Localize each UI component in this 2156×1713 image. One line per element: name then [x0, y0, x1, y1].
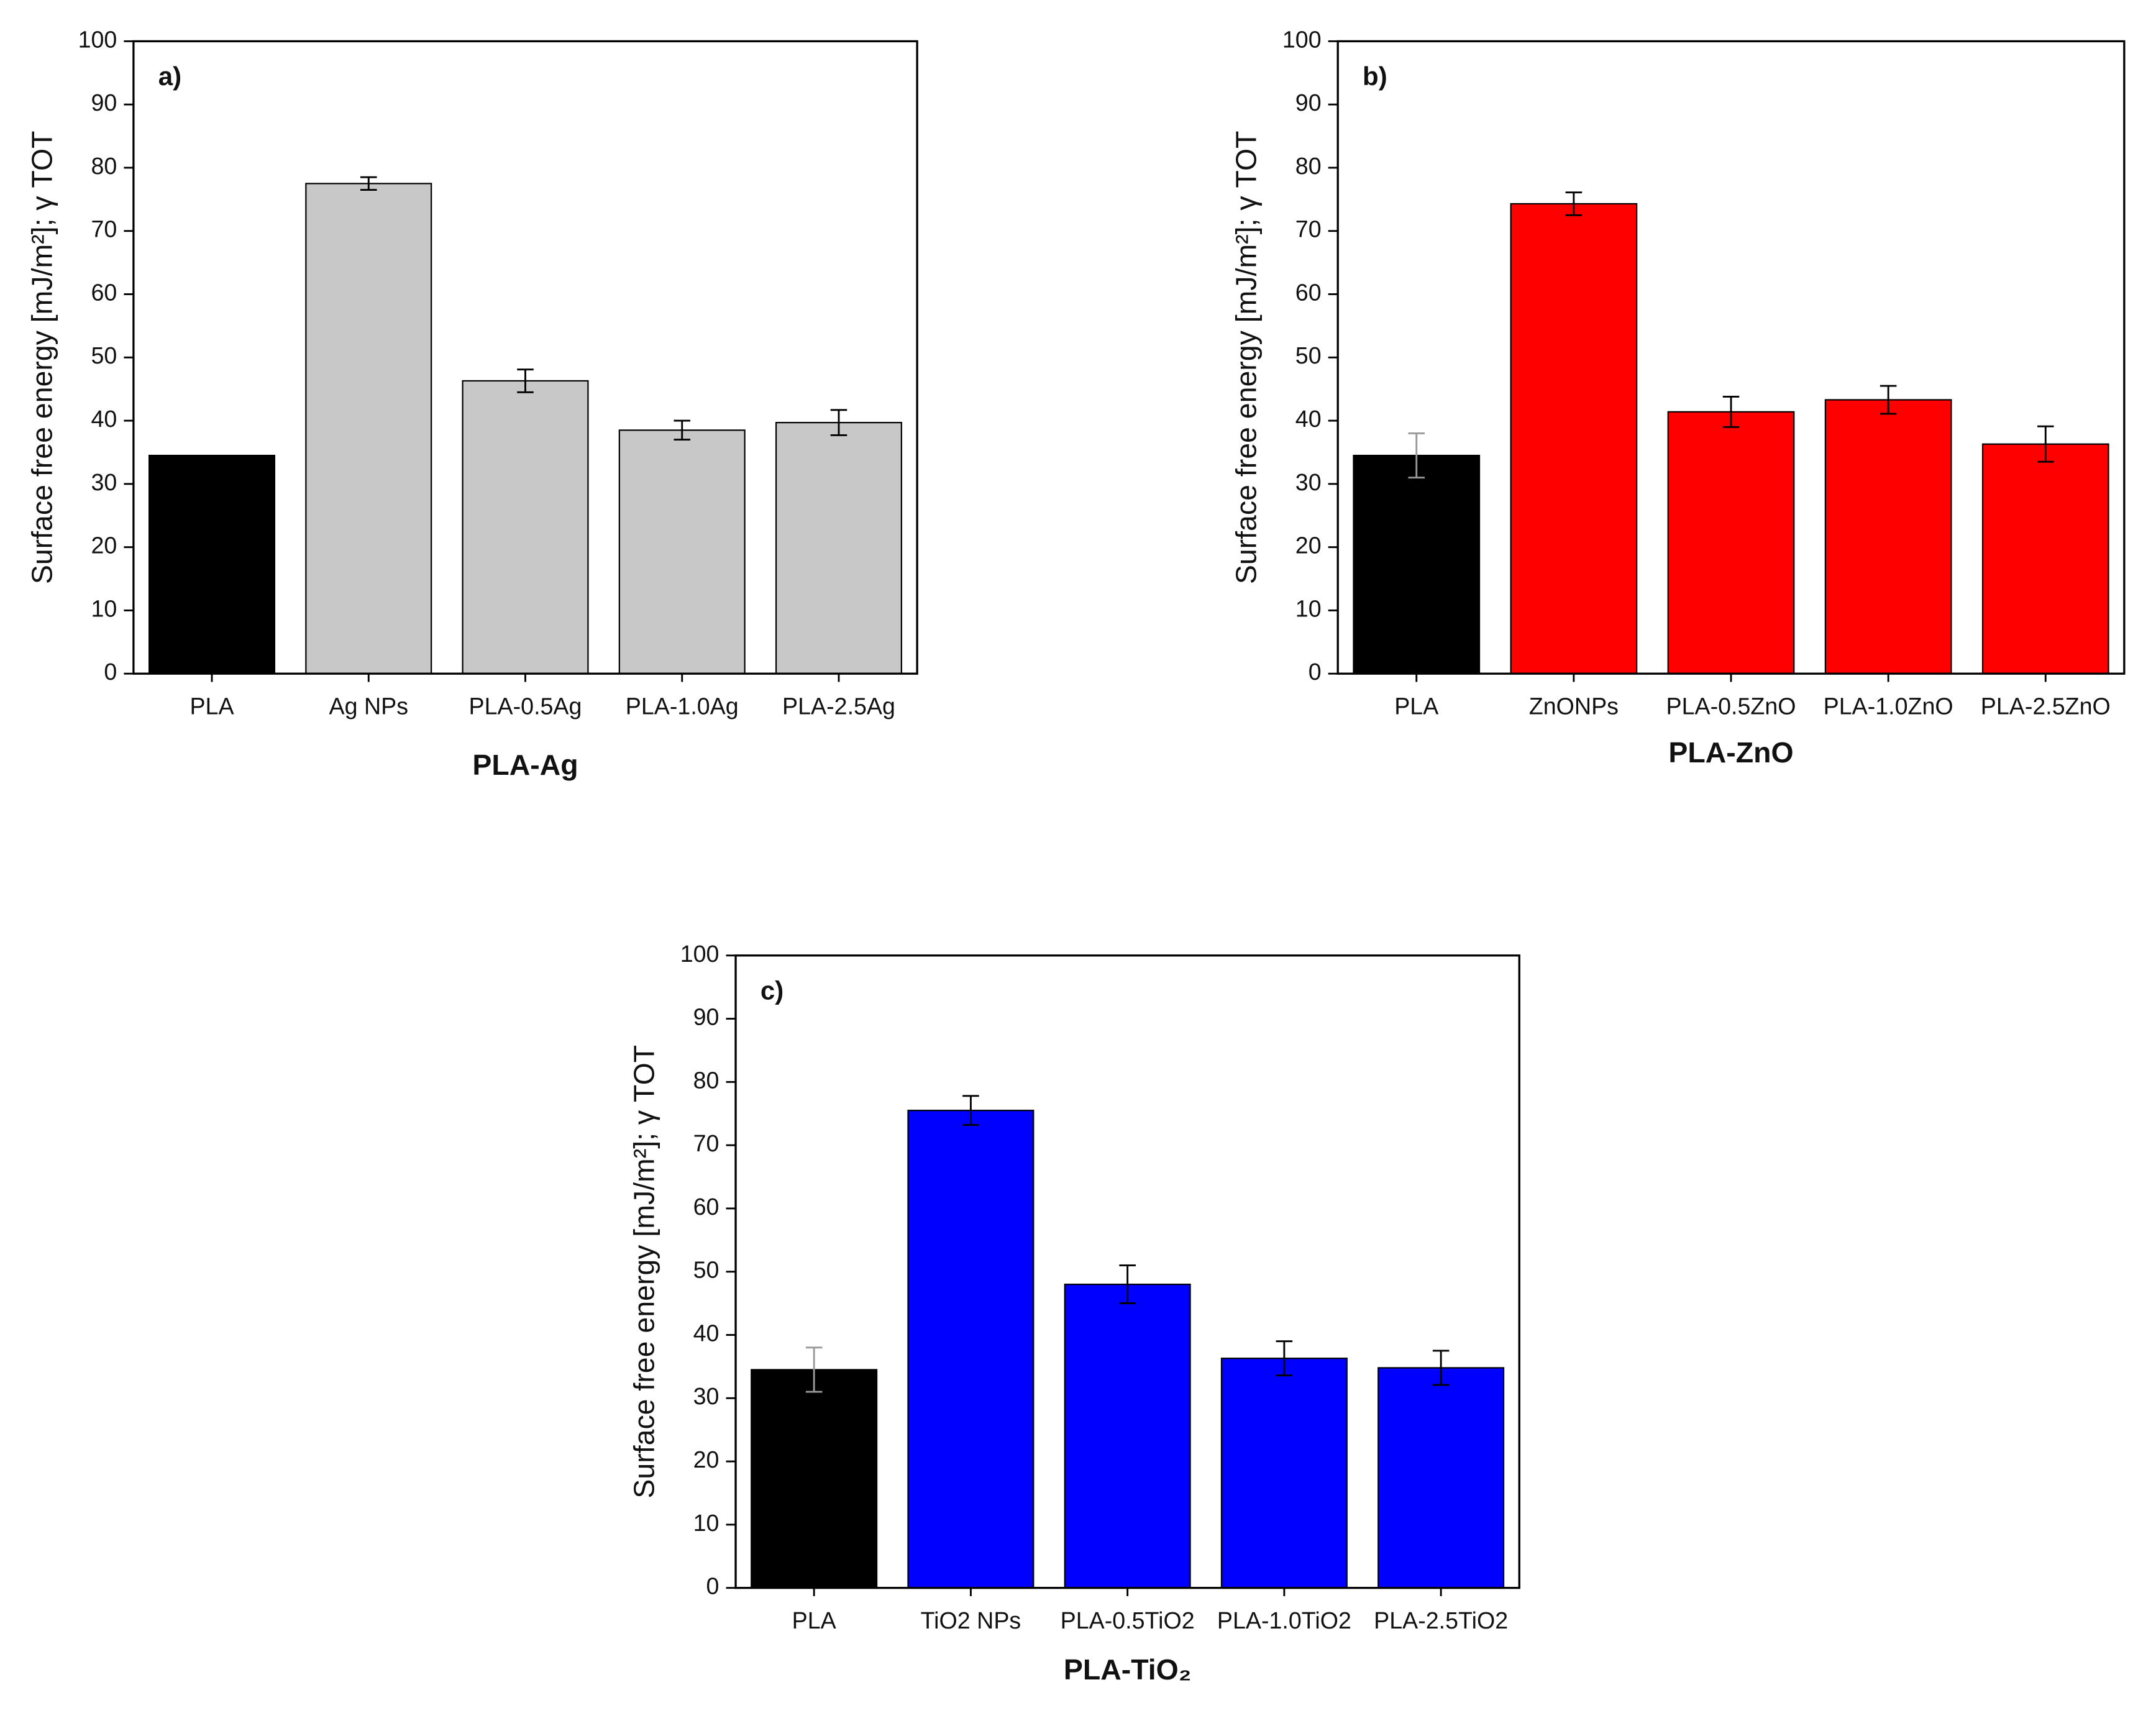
x-tick-label: ZnONPs	[1529, 693, 1619, 719]
panel-label: c)	[761, 976, 783, 1005]
y-tick-label: 50	[1295, 342, 1322, 368]
y-tick-label: 20	[1295, 532, 1322, 559]
y-axis-label: Surface free energy [mJ/m²]; γ TOT	[1230, 130, 1263, 584]
error-bar	[1408, 432, 1425, 479]
panel-label: b)	[1363, 62, 1387, 91]
error-bar	[2037, 425, 2054, 463]
bar	[1981, 443, 2109, 675]
y-tick-label: 40	[693, 1320, 719, 1346]
y-tick-label: 70	[693, 1130, 719, 1156]
error-bar	[1276, 1340, 1293, 1377]
y-tick-label: 20	[693, 1446, 719, 1473]
y-tick-label: 60	[693, 1194, 719, 1220]
bar	[305, 183, 432, 675]
x-tick-label: PLA-2.5Ag	[782, 693, 895, 719]
error-bar	[1432, 1350, 1450, 1386]
error-bar	[830, 409, 847, 436]
error-bar	[962, 1095, 979, 1126]
x-tick-label: PLA-0.5ZnO	[1666, 693, 1796, 719]
panel-label: a)	[158, 62, 181, 91]
y-tick-label: 100	[1282, 26, 1322, 52]
bar	[1667, 411, 1795, 675]
error-bar	[1880, 385, 1897, 415]
y-tick-label: 60	[1295, 279, 1322, 305]
y-tick-label: 80	[1295, 153, 1322, 179]
x-tick-label: PLA-0.5TiO2	[1061, 1607, 1195, 1633]
y-tick-label: 100	[78, 26, 117, 52]
y-tick-label: 100	[680, 941, 719, 967]
y-axis-label: Surface free energy [mJ/m²]; γ TOT	[628, 1045, 660, 1499]
bar	[1510, 203, 1638, 675]
x-tick-label: PLA-0.5Ag	[469, 693, 582, 719]
bar	[618, 429, 746, 675]
y-tick-label: 60	[91, 279, 117, 305]
y-tick-label: 30	[1295, 469, 1322, 495]
bar	[751, 1369, 878, 1589]
y-tick-label: 30	[693, 1383, 719, 1409]
x-axis-label: PLA-TiO₂	[1064, 1653, 1192, 1686]
x-tick-label: PLA-2.5TiO2	[1374, 1607, 1508, 1633]
y-tick-label: 80	[91, 153, 117, 179]
bar	[1064, 1283, 1191, 1589]
x-tick-label: PLA	[190, 693, 234, 719]
y-tick-label: 20	[91, 532, 117, 559]
error-bar	[674, 419, 691, 441]
y-axis-label: Surface free energy [mJ/m²]; γ TOT	[25, 130, 58, 584]
y-tick-label: 90	[1295, 89, 1322, 116]
error-bar	[805, 1346, 823, 1393]
bar	[462, 380, 589, 675]
y-tick-label: 0	[706, 1573, 719, 1599]
bar	[1824, 399, 1952, 675]
error-bar	[517, 368, 534, 393]
x-tick-label: PLA	[792, 1607, 837, 1633]
bar	[1353, 454, 1481, 675]
plot-frame	[132, 40, 918, 675]
x-tick-label: PLA-1.0TiO2	[1217, 1607, 1351, 1633]
x-tick-label: PLA-1.0ZnO	[1824, 693, 1953, 719]
y-tick-label: 10	[693, 1510, 719, 1536]
x-tick-label: PLA	[1394, 693, 1439, 719]
y-tick-label: 70	[1295, 216, 1322, 242]
y-tick-label: 90	[693, 1004, 719, 1030]
x-axis-label: PLA-ZnO	[1668, 736, 1793, 769]
y-tick-label: 50	[693, 1257, 719, 1283]
error-bar	[1565, 191, 1583, 216]
y-tick-label: 0	[1309, 659, 1322, 685]
bar	[775, 422, 902, 675]
y-tick-label: 80	[693, 1067, 719, 1093]
y-tick-label: 40	[91, 406, 117, 432]
plot-frame	[1336, 40, 2126, 675]
y-tick-label: 10	[1295, 595, 1322, 621]
error-bar	[1722, 395, 1740, 428]
x-tick-label: Ag NPs	[329, 693, 408, 719]
error-bar	[1119, 1264, 1136, 1305]
error-bar	[360, 176, 377, 191]
x-tick-label: PLA-2.5ZnO	[1981, 693, 2111, 719]
y-tick-label: 40	[1295, 406, 1322, 432]
y-tick-label: 30	[91, 469, 117, 495]
x-tick-label: TiO2 NPs	[921, 1607, 1021, 1633]
bar	[148, 454, 276, 675]
y-tick-label: 50	[91, 342, 117, 368]
bar	[1220, 1358, 1348, 1589]
y-tick-label: 0	[104, 659, 117, 685]
x-tick-label: PLA-1.0Ag	[626, 693, 739, 719]
bar	[907, 1110, 1035, 1589]
y-tick-label: 10	[91, 595, 117, 621]
plot-frame	[734, 954, 1520, 1589]
x-axis-label: PLA-Ag	[472, 749, 578, 781]
y-tick-label: 90	[91, 89, 117, 116]
y-tick-label: 70	[91, 216, 117, 242]
bar	[1377, 1367, 1505, 1589]
